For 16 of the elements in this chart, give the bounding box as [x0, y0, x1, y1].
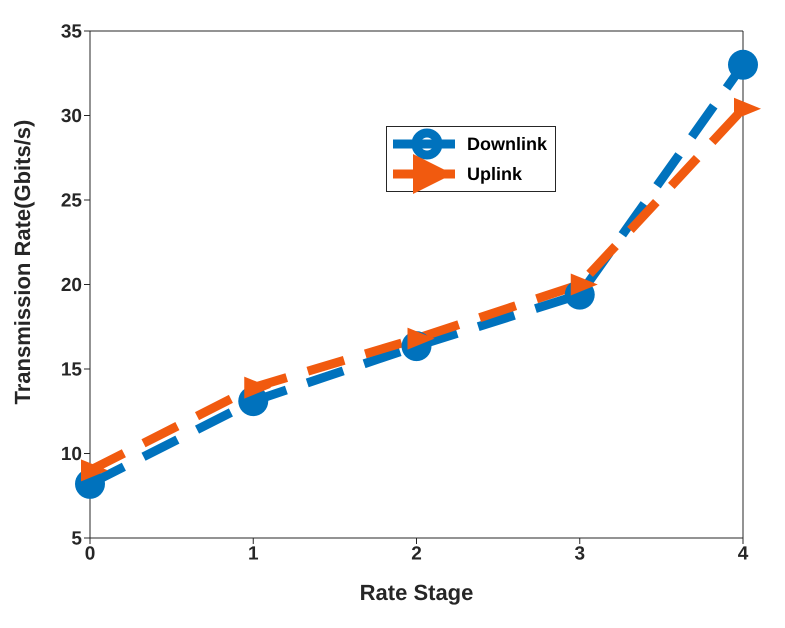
- y-tick-label: 10: [60, 444, 82, 466]
- y-tick-label: 30: [60, 106, 82, 128]
- legend-label: Downlink: [467, 134, 547, 154]
- x-tick-label: 1: [248, 543, 259, 564]
- y-tick-label: 15: [60, 360, 82, 381]
- y-tick-label: 20: [60, 275, 82, 296]
- x-tick-label: 3: [574, 543, 586, 564]
- y-tick-label: 25: [60, 190, 82, 212]
- y-tick-label: 5: [71, 528, 82, 550]
- legend-label: Uplink: [467, 164, 522, 184]
- y-tick-label: 35: [60, 22, 82, 43]
- x-tick-label: 2: [411, 543, 422, 564]
- x-tick-label: 0: [84, 543, 96, 564]
- x-axis-title: Rate Stage: [360, 580, 474, 605]
- x-tick-label: 4: [738, 543, 749, 564]
- y-axis-title: Transmission Rate(Gbits/s): [10, 120, 35, 404]
